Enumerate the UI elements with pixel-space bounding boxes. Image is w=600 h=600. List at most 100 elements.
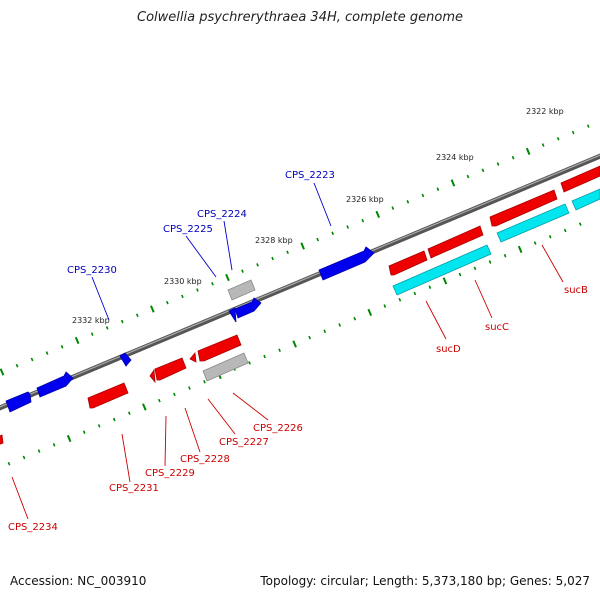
gene-cps-2226-red[interactable] (197, 334, 242, 362)
inner-tick-row (7, 222, 582, 466)
label-sucb[interactable]: sucB (564, 285, 588, 296)
connector-cps-2227 (207, 398, 236, 435)
minor-tick (436, 187, 440, 191)
minor-tick (82, 430, 86, 434)
major-tick (66, 434, 72, 443)
major-tick (367, 308, 373, 316)
minor-tick (112, 417, 116, 422)
gene-forward-1[interactable] (36, 371, 74, 398)
minor-tick (511, 155, 515, 160)
outer-tick-row (0, 124, 590, 376)
label-cps-2224[interactable]: CPS_2224 (197, 209, 247, 220)
connector-sucb (541, 244, 564, 283)
minor-tick (473, 266, 477, 271)
label-sucd[interactable]: sucD (436, 344, 461, 355)
gene-cps-2223[interactable] (318, 246, 375, 281)
label-cps-2223[interactable]: CPS_2223 (285, 170, 335, 181)
minor-tick (37, 449, 41, 453)
minor-tick (323, 329, 327, 334)
gene-cps-2227[interactable] (189, 352, 197, 363)
label-cps-2228[interactable]: CPS_2228 (180, 454, 230, 465)
minor-tick (533, 241, 537, 245)
kbp-label-2332: 2332 kbp (72, 316, 110, 325)
label-cps-2225[interactable]: CPS_2225 (163, 224, 213, 235)
gene-grey-upper[interactable] (227, 279, 256, 301)
gene-grey-lower[interactable] (202, 352, 249, 382)
major-tick (450, 179, 456, 187)
minor-tick (406, 199, 410, 204)
gene-forward-2[interactable] (5, 391, 32, 413)
gene-cps-2224[interactable] (234, 297, 262, 319)
major-tick (150, 305, 155, 313)
gene-sucd-red[interactable] (388, 250, 428, 276)
gene-succ-red[interactable] (427, 225, 484, 259)
minor-tick (421, 193, 425, 198)
minor-tick (338, 323, 342, 327)
gene-sucb-cyan[interactable] (496, 203, 570, 243)
minor-tick (353, 316, 357, 321)
gene-cps-2230[interactable] (119, 352, 132, 367)
minor-tick (488, 260, 492, 264)
gene-cps-2234[interactable] (0, 434, 4, 445)
minor-tick (90, 332, 94, 336)
accession-text: Accession: NC_003910 (10, 574, 147, 588)
label-cps-2234[interactable]: CPS_2234 (8, 522, 58, 533)
gene-red-far-right[interactable] (560, 165, 600, 193)
minor-tick (586, 124, 590, 128)
minor-tick (22, 455, 26, 460)
label-cps-2231[interactable]: CPS_2231 (109, 483, 159, 494)
gene-cps-2231[interactable] (87, 382, 129, 409)
minor-tick (45, 351, 49, 355)
connector-succ (474, 279, 493, 319)
minor-tick (105, 326, 109, 330)
minor-tick (263, 354, 266, 359)
minor-tick (503, 253, 507, 258)
map-title: Colwellia psychrerythraea 34H, complete … (137, 10, 463, 25)
connector-sucd (425, 300, 447, 340)
genome-summary: Topology: circular; Length: 5,373,180 bp… (260, 574, 590, 588)
minor-tick (52, 443, 56, 447)
gene-sucb-red[interactable] (489, 189, 558, 227)
genome-backbone (0, 153, 600, 411)
minor-tick (361, 218, 365, 223)
label-cps-2227[interactable]: CPS_2227 (219, 437, 269, 448)
minor-tick (188, 386, 191, 390)
minor-tick (413, 291, 417, 296)
minor-tick (466, 174, 470, 179)
minor-tick (196, 288, 199, 292)
label-cps-2229[interactable]: CPS_2229 (145, 468, 195, 479)
kbp-label-2324: 2324 kbp (436, 153, 474, 162)
minor-tick (15, 363, 19, 368)
minor-tick (165, 300, 169, 305)
minor-tick (203, 379, 206, 384)
gene-cps-2225[interactable] (228, 307, 237, 323)
major-tick (0, 368, 5, 376)
minor-tick (181, 294, 184, 299)
major-tick (442, 277, 448, 285)
minor-tick (563, 228, 567, 233)
minor-tick (248, 361, 251, 365)
gene-cyan-right[interactable] (571, 188, 600, 211)
label-cps-2226[interactable]: CPS_2226 (253, 423, 303, 434)
minor-tick (496, 162, 500, 166)
gene-cps-2229[interactable] (149, 368, 156, 384)
major-tick (74, 336, 80, 345)
label-cps-2230[interactable]: CPS_2230 (67, 265, 117, 276)
gene-cps-2228[interactable] (154, 357, 187, 381)
kbp-label-2328: 2328 kbp (255, 236, 293, 245)
minor-tick (120, 319, 124, 324)
label-succ[interactable]: sucC (485, 322, 509, 333)
gene-sucd-cyan[interactable] (392, 244, 492, 296)
minor-tick (428, 285, 432, 289)
genome-backbone-highlight (0, 154, 600, 408)
minor-tick (211, 281, 214, 286)
minor-tick (346, 225, 350, 229)
minor-tick (571, 130, 575, 135)
kbp-label-2330: 2330 kbp (164, 277, 202, 286)
minor-tick (578, 222, 582, 226)
connector-cps-2224 (223, 220, 233, 271)
minor-tick (286, 250, 289, 255)
connector-cps-2231 (121, 433, 131, 483)
kbp-label-2326: 2326 kbp (346, 195, 384, 204)
